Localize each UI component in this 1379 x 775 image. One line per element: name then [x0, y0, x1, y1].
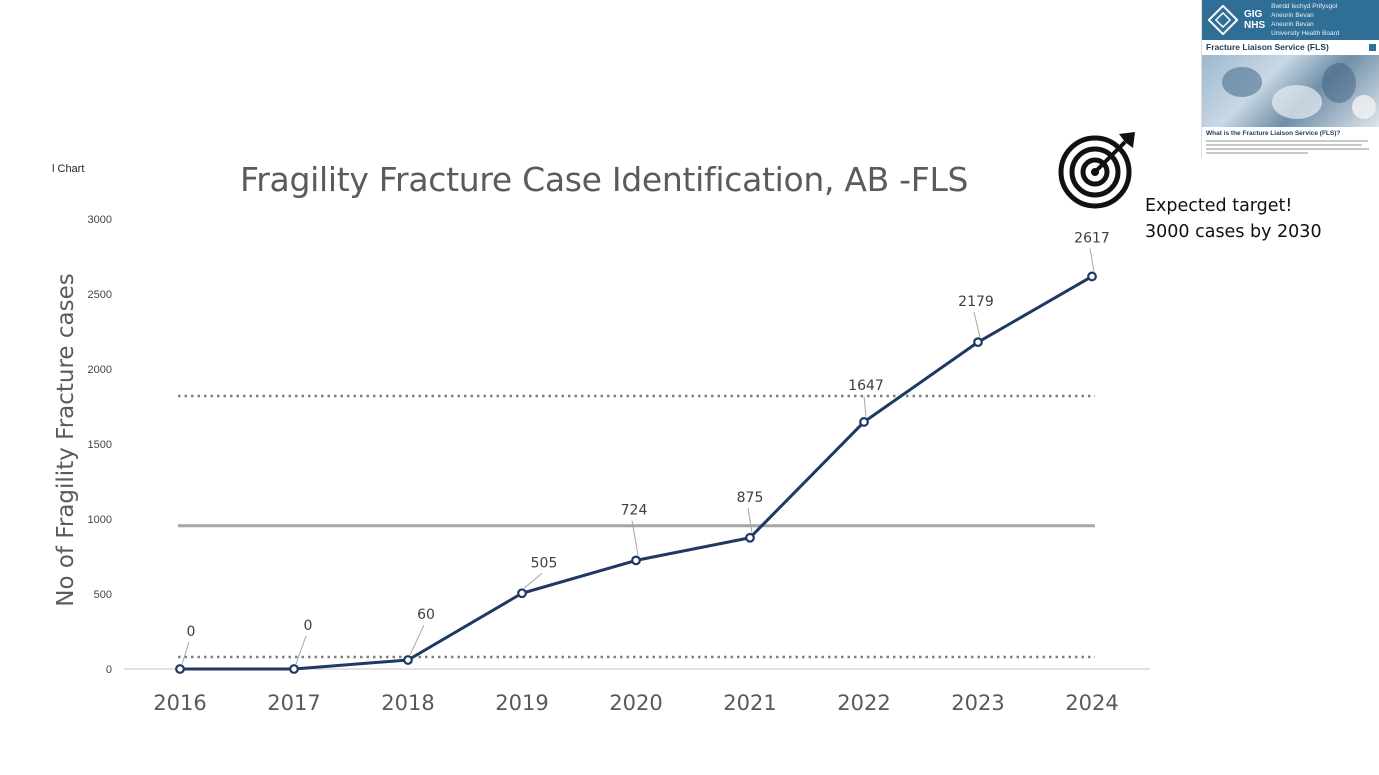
y-tick-label: 1500 — [88, 439, 112, 451]
data-labels: 0 0 60 505 724 875 1647 2179 2617 — [181, 230, 1110, 665]
leaflet-badge-icon — [1369, 44, 1376, 51]
y-tick-label: 0 — [106, 664, 112, 676]
data-label: 60 — [417, 607, 435, 623]
y-tick-label: 1000 — [88, 514, 112, 526]
leaflet-org-line1: Bwrdd Iechyd Prifysgol — [1271, 3, 1338, 10]
data-point — [175, 664, 185, 674]
y-tick-label: 500 — [94, 589, 112, 601]
data-point — [745, 532, 755, 543]
data-label-leader — [181, 641, 190, 665]
x-tick-label: 2024 — [1065, 691, 1118, 715]
series-line-group — [175, 271, 1097, 674]
x-tick-label: 2021 — [723, 691, 776, 715]
data-label: 0 — [304, 618, 313, 634]
y-tick-label: 3000 — [88, 214, 112, 226]
y-axis-label: No of Fragility Fracture cases — [53, 273, 79, 607]
leaflet-body-text — [1202, 140, 1379, 154]
data-label: 724 — [621, 502, 648, 518]
x-tick-label: 2017 — [267, 691, 320, 715]
data-label-leader — [973, 312, 981, 338]
data-label-leader — [747, 507, 753, 533]
x-tick-label: 2022 — [837, 691, 890, 715]
y-tick-label: 2500 — [88, 289, 112, 301]
leaflet-logo-text-1: GIG — [1244, 9, 1263, 20]
leaflet-title-text: Fracture Liaison Service (FLS) — [1206, 42, 1329, 52]
leaflet-org-line4: University Health Board — [1271, 30, 1340, 37]
data-label: 2617 — [1074, 230, 1110, 246]
leaflet-header: GIG NHS Bwrdd Iechyd Prifysgol Aneurin B… — [1202, 0, 1379, 40]
nhs-wales-logo-icon — [1208, 5, 1238, 35]
x-tick-label: 2019 — [495, 691, 548, 715]
data-label-leader — [863, 395, 867, 417]
leaflet-title: Fracture Liaison Service (FLS) — [1202, 40, 1379, 55]
fls-leaflet-thumbnail: GIG NHS Bwrdd Iechyd Prifysgol Aneurin B… — [1201, 0, 1379, 158]
reference-lines — [178, 394, 1095, 659]
data-point — [859, 417, 869, 427]
data-label: 2179 — [958, 294, 994, 310]
data-label: 875 — [737, 490, 764, 506]
data-label-leader — [523, 572, 543, 589]
data-label-leader — [1089, 248, 1095, 272]
target-note-line1: Expected target! — [1145, 196, 1293, 216]
y-axis-ticks: 0 500 1000 1500 2000 2500 3000 — [88, 214, 112, 676]
leaflet-photo — [1202, 55, 1379, 127]
leaflet-question: What is the Fracture Liaison Service (FL… — [1206, 130, 1341, 137]
data-point — [1087, 271, 1097, 282]
x-tick-label: 2020 — [609, 691, 662, 715]
x-tick-label: 2018 — [381, 691, 434, 715]
data-label-leader — [409, 624, 425, 656]
target-note-line2: 3000 cases by 2030 — [1145, 222, 1322, 242]
data-point — [631, 555, 641, 566]
y-tick-label: 2000 — [88, 364, 112, 376]
data-point — [289, 664, 299, 674]
x-tick-label: 2023 — [951, 691, 1004, 715]
target-icon — [1058, 132, 1135, 209]
data-label: 1647 — [848, 378, 884, 394]
leaflet-org-line3: Aneurin Bevan — [1271, 21, 1314, 28]
data-label: 0 — [187, 624, 196, 640]
data-label-leader — [295, 635, 307, 665]
target-note: Expected target! 3000 cases by 2030 — [1145, 193, 1322, 245]
leaflet-logo-text-2: NHS — [1244, 20, 1266, 31]
data-point — [403, 655, 413, 665]
data-point — [517, 588, 527, 599]
leaflet-org-line2: Aneurin Bevan — [1271, 12, 1314, 19]
data-label-leader — [631, 520, 639, 556]
corner-label: l Chart — [52, 163, 85, 175]
data-point — [973, 337, 983, 348]
data-label: 505 — [531, 555, 558, 571]
chart-title: Fragility Fracture Case Identification, … — [240, 160, 969, 199]
x-tick-label: 2016 — [153, 691, 206, 715]
series-line — [180, 275, 1093, 671]
x-axis-ticks: 2016 2017 2018 2019 2020 2021 2022 2023 2024 — [153, 691, 1118, 715]
